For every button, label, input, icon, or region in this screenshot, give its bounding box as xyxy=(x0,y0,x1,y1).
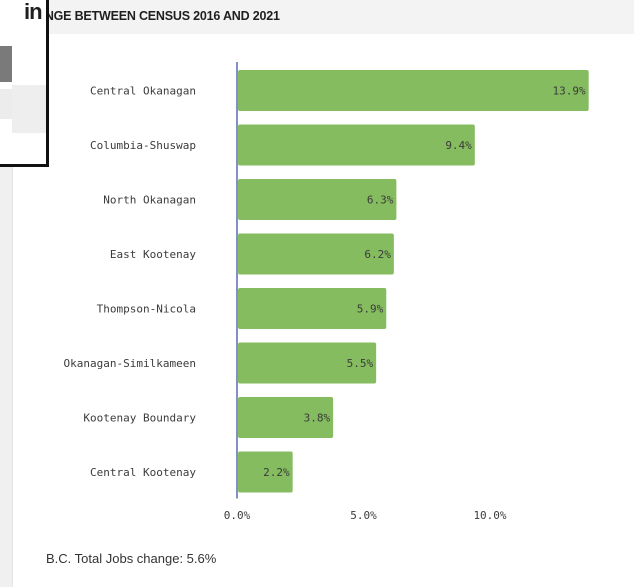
popup-menu-item[interactable] xyxy=(0,89,12,119)
bar-north-okanagan[interactable] xyxy=(238,179,397,220)
x-tick-labels: 0.0% 5.0% 10.0% xyxy=(224,509,507,522)
chart-title: ANGE BETWEEN CENSUS 2016 AND 2021 xyxy=(36,9,280,23)
value-label: 13.9% xyxy=(553,85,586,98)
value-label: 9.4% xyxy=(445,139,472,152)
bar-central-okanagan[interactable] xyxy=(238,70,589,111)
value-label: 5.5% xyxy=(347,357,374,370)
bar-columbia-shuswap[interactable] xyxy=(238,124,475,166)
value-labels: 13.9% 9.4% 6.3% 6.2% 5.9% 5.5% 3.8% 2.2% xyxy=(263,85,586,480)
linkedin-logo-icon[interactable]: in xyxy=(24,0,43,24)
value-label: 6.3% xyxy=(367,194,394,207)
bar-okanagan-similkameen[interactable] xyxy=(238,342,377,384)
bars-layer xyxy=(238,70,589,493)
popup-panel xyxy=(12,85,46,133)
category-label: Central Kootenay xyxy=(90,466,196,479)
bar-east-kootenay[interactable] xyxy=(238,233,394,275)
bar-central-kootenay[interactable] xyxy=(238,451,293,493)
total-jobs-change-note: B.C. Total Jobs change: 5.6% xyxy=(46,551,217,566)
bar-kootenay-boundary[interactable] xyxy=(238,397,334,438)
category-labels: Central Okanagan Columbia-Shuswap North Ok… xyxy=(64,85,197,480)
category-label: Okanagan-Similkameen xyxy=(64,357,196,370)
category-label: East Kootenay xyxy=(110,248,196,261)
category-label: Central Okanagan xyxy=(90,85,196,98)
overlay-popup: in xyxy=(0,0,49,167)
category-label: Thompson-Nicola xyxy=(97,303,196,316)
value-label: 6.2% xyxy=(364,248,391,261)
bar-thompson-nicola[interactable] xyxy=(238,288,387,329)
x-tick-label: 5.0% xyxy=(350,509,377,522)
value-label: 2.2% xyxy=(263,466,290,479)
category-label: North Okanagan xyxy=(103,194,196,207)
x-tick-label: 10.0% xyxy=(473,509,506,522)
chart-header xyxy=(12,0,634,34)
x-tick-label: 0.0% xyxy=(224,509,251,522)
value-label: 5.9% xyxy=(357,303,384,316)
category-label: Columbia-Shuswap xyxy=(90,139,196,152)
value-label: 3.8% xyxy=(304,412,331,425)
category-label: Kootenay Boundary xyxy=(83,412,196,425)
popup-menu-item[interactable] xyxy=(0,46,12,82)
